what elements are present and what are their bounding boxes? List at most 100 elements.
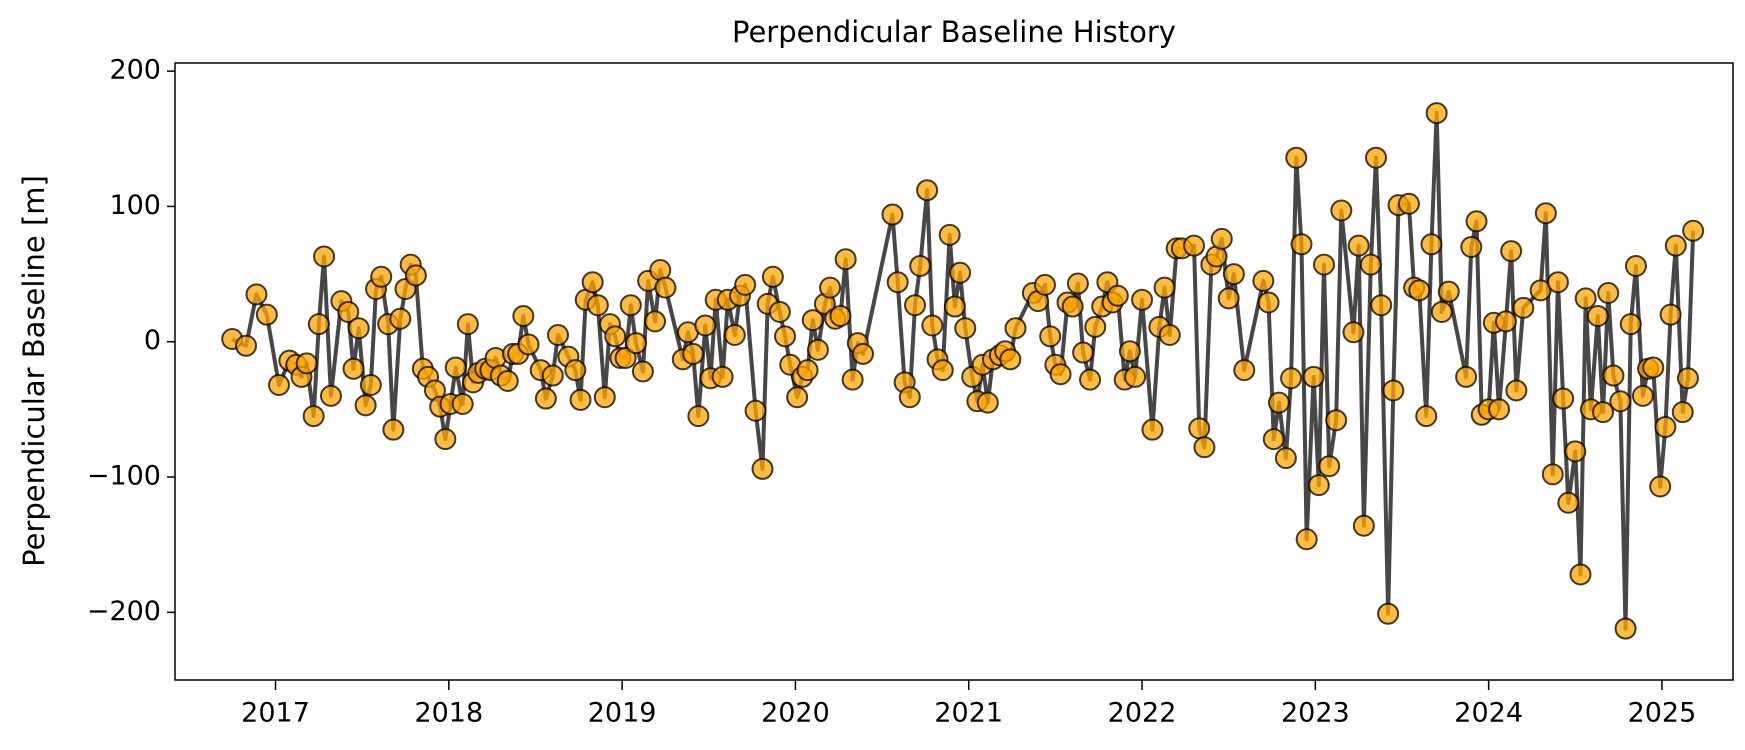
point	[1131, 288, 1154, 311]
x-tick-label: 2024	[1454, 698, 1523, 729]
point	[1574, 287, 1597, 310]
point	[954, 317, 977, 340]
point	[1602, 364, 1625, 387]
point	[687, 405, 710, 428]
point	[1420, 233, 1443, 256]
point	[1347, 234, 1370, 257]
x-tick-label: 2019	[588, 698, 657, 729]
point	[307, 313, 330, 336]
point	[1597, 282, 1620, 305]
point	[1586, 305, 1609, 328]
point	[1382, 379, 1405, 402]
point	[1460, 236, 1483, 259]
point	[1377, 602, 1400, 625]
point	[1500, 240, 1523, 263]
x-tick-label: 2020	[761, 698, 830, 729]
y-tick-label: 100	[109, 190, 161, 221]
point	[1342, 321, 1365, 344]
point	[1408, 279, 1431, 302]
point	[898, 386, 921, 409]
point	[949, 261, 972, 284]
point	[389, 307, 412, 330]
point	[1614, 617, 1637, 640]
y-tick-label: 200	[109, 55, 161, 86]
point	[1039, 325, 1062, 348]
y-tick-label: 0	[144, 325, 161, 356]
point	[1079, 368, 1102, 391]
point	[1631, 384, 1654, 407]
point	[569, 388, 592, 411]
point	[354, 394, 377, 417]
point	[1624, 254, 1647, 277]
point	[1033, 273, 1056, 296]
point	[245, 283, 268, 306]
point	[1676, 367, 1699, 390]
point	[1066, 272, 1089, 295]
point	[1222, 263, 1245, 286]
point	[943, 295, 966, 318]
point	[751, 457, 774, 480]
point	[631, 360, 654, 383]
point	[547, 323, 570, 346]
y-tick-label: −200	[87, 596, 161, 627]
point	[604, 325, 627, 348]
point	[1118, 340, 1141, 363]
point	[1061, 295, 1084, 318]
point	[1488, 398, 1511, 421]
point	[382, 418, 405, 441]
point	[1302, 365, 1325, 388]
x-tick-label: 2018	[414, 698, 483, 729]
point	[1557, 491, 1580, 514]
point	[614, 346, 637, 369]
point	[1682, 219, 1705, 242]
point	[1359, 253, 1382, 276]
point	[1425, 102, 1448, 125]
point	[1592, 401, 1615, 424]
point	[761, 265, 784, 288]
point	[1430, 300, 1453, 323]
point	[496, 369, 519, 392]
point	[1141, 418, 1164, 441]
point	[370, 265, 393, 288]
point	[881, 203, 904, 226]
point	[1124, 365, 1147, 388]
y-axis-label: Perpendicular Baseline [m]	[17, 175, 51, 567]
point	[931, 359, 954, 382]
point	[342, 357, 365, 380]
point	[302, 405, 325, 428]
point	[1330, 199, 1353, 222]
point	[1049, 363, 1072, 386]
point	[829, 305, 852, 328]
point	[774, 325, 797, 348]
point	[1546, 271, 1569, 294]
point	[999, 348, 1022, 371]
point	[744, 399, 767, 422]
point	[723, 323, 746, 346]
point	[347, 317, 370, 340]
point	[1262, 428, 1285, 451]
point	[1325, 409, 1348, 432]
point	[517, 333, 540, 356]
point	[359, 374, 382, 397]
point	[786, 386, 809, 409]
y-tick-label: −100	[87, 461, 161, 492]
point	[564, 359, 587, 382]
point	[1671, 401, 1694, 424]
point	[1364, 146, 1387, 169]
point	[1257, 291, 1280, 314]
point	[624, 332, 647, 355]
point	[1534, 202, 1557, 225]
point	[734, 273, 757, 296]
point	[886, 271, 909, 294]
plot-frame	[174, 62, 1734, 681]
point	[593, 386, 616, 409]
point	[255, 303, 278, 326]
point	[1004, 317, 1027, 340]
point	[916, 179, 939, 202]
point	[456, 313, 479, 336]
point	[1397, 192, 1420, 215]
point	[1494, 310, 1517, 333]
point	[1659, 303, 1682, 326]
point	[581, 271, 604, 294]
point	[1106, 284, 1129, 307]
